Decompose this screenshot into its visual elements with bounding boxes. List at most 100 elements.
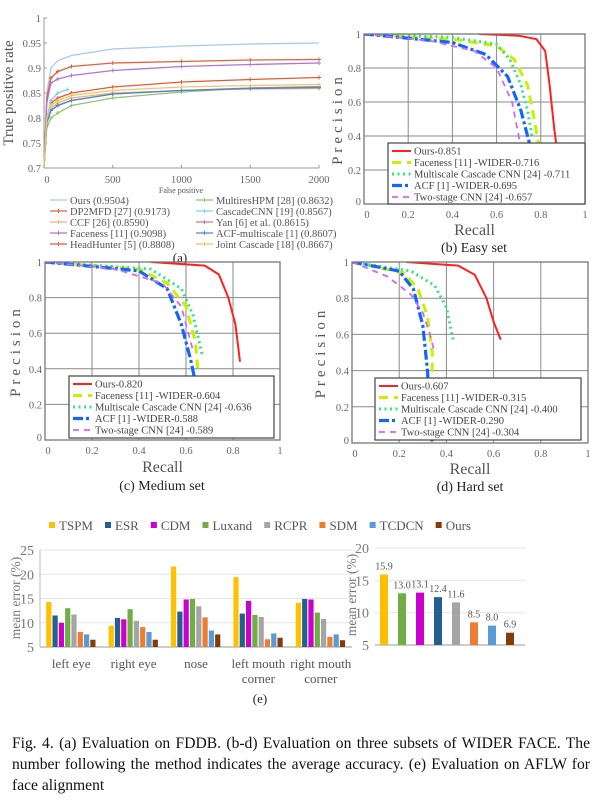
legend-entry: CDM xyxy=(161,518,191,533)
roc-point-marker xyxy=(110,96,115,100)
legend-swatch xyxy=(150,522,157,528)
pr-curve xyxy=(364,34,522,154)
bar-cdm xyxy=(246,600,252,647)
bar-cdm xyxy=(416,592,424,645)
pr-curve xyxy=(45,262,194,352)
bar-rcpr xyxy=(196,606,202,647)
panel-label: (d) Hard set xyxy=(437,480,504,495)
y-tick-label: 0.2 xyxy=(29,400,42,411)
legend-entry: CCF [26] (0.8590) xyxy=(70,218,149,229)
bar-luxand xyxy=(314,612,320,647)
y-axis-label: Precision xyxy=(313,307,329,399)
bar-value-label: 11.6 xyxy=(447,589,464,600)
y-tick-label: 10 xyxy=(355,607,369,622)
y-axis-label: True positive rate xyxy=(1,40,17,146)
legend-entry: SDM xyxy=(329,518,358,533)
legend-box xyxy=(387,142,586,205)
roc-point-marker xyxy=(48,103,53,108)
x-tick-label: 0 xyxy=(364,210,369,221)
x-tick-label: 0.6 xyxy=(490,210,503,221)
legend-entry: Ours (0.9504) xyxy=(70,196,129,207)
legend-entry: ACF [1] -WIDER-0.290 xyxy=(401,416,504,427)
bar-value-label: 8.0 xyxy=(486,613,499,624)
roc-point-marker xyxy=(110,61,115,65)
pr-curve xyxy=(352,262,434,375)
roc-point-marker xyxy=(179,80,184,84)
x-tick-label: 0.8 xyxy=(534,449,547,460)
x-axis-label: False positive xyxy=(159,186,204,195)
bar-luxand xyxy=(65,608,71,647)
y-tick-label: 0.95 xyxy=(23,39,41,50)
legend-box xyxy=(68,375,275,439)
bar-ours xyxy=(506,632,514,645)
roc-point-marker xyxy=(55,91,60,95)
y-tick-label: 1 xyxy=(37,258,42,269)
bar-esr xyxy=(177,611,183,647)
y-tick-label: 0.4 xyxy=(336,367,350,378)
legend-entry: RCPR xyxy=(274,518,308,533)
bar-cdm xyxy=(308,599,314,647)
legend-swatch xyxy=(264,522,271,528)
bar-tcdcn xyxy=(146,631,152,647)
roc-point-marker xyxy=(110,88,115,93)
panel-label: (b) Easy set xyxy=(441,241,507,256)
roc-point-marker xyxy=(317,75,321,80)
bar-luxand xyxy=(127,609,133,647)
bar-tspm xyxy=(233,577,239,647)
y-tick-label: 0.75 xyxy=(23,139,41,150)
roc-point-marker xyxy=(179,88,184,93)
y-tick-label: 0 xyxy=(37,433,42,444)
bar-tcdcn xyxy=(271,633,277,647)
legend-swatch xyxy=(319,522,326,528)
legend-swatch xyxy=(369,522,376,528)
chart-pr-hard: 0 0.2 0.4 0.6 0.8 1 0 0.2 0.4 0.6 0.8 1 Ours-0.607Fa… xyxy=(313,258,591,495)
bar-cdm xyxy=(121,619,127,647)
legend-entry: Multiscale Cascade CNN [24] -0.400 xyxy=(401,405,558,416)
bar-esr xyxy=(52,615,58,647)
bar-ours xyxy=(90,639,96,647)
roc-point-marker xyxy=(69,93,74,98)
legend-entry: Faceness [11] -WIDER-0.315 xyxy=(401,393,526,404)
y-axis-label: mean error (%) xyxy=(8,557,23,639)
bar-tcdcn xyxy=(333,634,339,647)
x-tick-label: 0.2 xyxy=(393,449,406,460)
legend-marker xyxy=(202,231,207,235)
category-label: right eye xyxy=(111,656,157,671)
bar-tspm xyxy=(171,566,177,647)
chart-pr-medium: 0 0.2 0.4 0.6 0.8 1 0 0.2 0.4 0.6 0.8 1 Ours-0.820Fa… xyxy=(8,258,283,494)
roc-series-line xyxy=(43,86,320,169)
legend-marker xyxy=(56,242,61,246)
roc-series-line xyxy=(43,87,320,169)
bar-esr xyxy=(239,613,245,647)
roc-point-marker xyxy=(317,82,321,87)
y-tick-label: 5 xyxy=(362,639,369,654)
bar-rcpr xyxy=(258,616,264,647)
x-tick-label: 0.2 xyxy=(85,446,98,457)
roc-point-marker xyxy=(248,62,253,67)
pr-curve xyxy=(150,262,241,362)
x-tick-label: 1 xyxy=(277,446,282,457)
y-tick-label: 0.8 xyxy=(28,114,41,125)
y-axis-label: mean error (%) xyxy=(344,554,359,636)
category-label: left eye xyxy=(52,656,91,671)
bar-value-label: 13.1 xyxy=(411,580,429,591)
legend-entry: Two-stage CNN [24] -0.657 xyxy=(414,193,532,204)
x-tick-label: 0.8 xyxy=(226,446,239,457)
y-tick-label: 0.8 xyxy=(29,294,42,305)
x-tick-label: 0 xyxy=(352,449,357,460)
legend-swatch xyxy=(105,522,111,528)
legend-entry: Faceness [11] -WIDER-0.604 xyxy=(95,391,221,402)
bar-luxand xyxy=(252,614,258,647)
bar-esr xyxy=(302,598,308,647)
roc-point-marker xyxy=(317,61,321,65)
bar-sdm xyxy=(140,627,146,647)
legend-entry: Faceness [11] -WIDER-0.716 xyxy=(414,158,539,169)
x-tick-label: 1 xyxy=(582,210,587,221)
bar-esr xyxy=(434,597,442,645)
y-tick-label: 0.6 xyxy=(348,98,361,109)
legend-entry: Two-stage CNN [24] -0.589 xyxy=(95,426,213,437)
x-axis-label: Recall xyxy=(450,461,491,478)
category-label: nose xyxy=(184,656,208,671)
bar-tspm xyxy=(46,601,52,647)
